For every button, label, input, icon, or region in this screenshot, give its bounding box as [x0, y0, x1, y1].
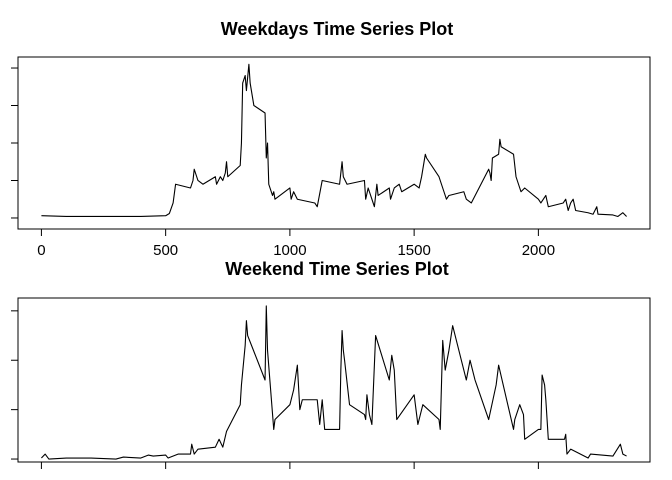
x-tick-label: 1500	[397, 242, 430, 259]
plot-box	[17, 297, 651, 463]
x-tick-label: 1000	[273, 242, 306, 259]
x-tick-label: 500	[153, 242, 178, 259]
x-tick-label: 0	[37, 242, 45, 259]
chart-title: Weekend Time Series Plot	[225, 259, 448, 279]
series-line	[41, 63, 627, 218]
chart-title: Weekdays Time Series Plot	[221, 19, 453, 39]
series-line	[41, 305, 627, 460]
x-tick-label: 2000	[522, 242, 555, 259]
